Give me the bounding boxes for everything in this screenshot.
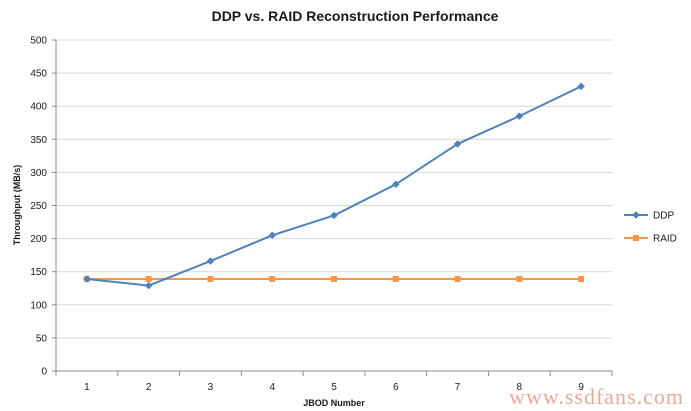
legend: DDP RAID <box>624 211 677 245</box>
x-tick-label: 9 <box>578 382 584 393</box>
y-tick-label: 400 <box>30 102 47 113</box>
x-tick-label: 4 <box>269 382 275 393</box>
y-tick-label: 100 <box>30 300 47 311</box>
y-tick-label: 350 <box>30 135 47 146</box>
raid-point <box>331 275 337 282</box>
y-tick-label: 150 <box>30 267 47 278</box>
y-tick-label: 300 <box>30 168 47 179</box>
y-tick-label: 450 <box>30 69 47 80</box>
x-tick-label: 1 <box>84 382 90 393</box>
ddp-point <box>453 140 462 148</box>
legend-label-raid: RAID <box>653 234 677 245</box>
legend-item-raid: RAID <box>624 234 677 245</box>
ddp-point <box>391 180 400 189</box>
ddp-point <box>330 211 338 220</box>
legend-marker-raid <box>633 235 639 241</box>
y-tick-label: 250 <box>30 201 47 212</box>
raid-point <box>578 275 585 282</box>
y-tick-label: 50 <box>36 333 48 344</box>
legend-label-ddp: DDP <box>653 211 674 222</box>
series-layer <box>83 82 585 290</box>
legend-item-ddp: DDP <box>624 211 674 222</box>
gridlines <box>56 39 612 339</box>
axes: 0 50 100 150 200 250 300 350 400 450 500 1 2 3 4 5 6 7 8 9 <box>30 36 613 393</box>
y-tick-label: 200 <box>30 234 47 245</box>
ddp-point <box>515 112 524 120</box>
ddp-point <box>577 82 585 91</box>
x-tick-label: 5 <box>331 382 337 393</box>
x-tick-label: 6 <box>393 382 399 393</box>
x-tick-label: 2 <box>146 382 152 393</box>
ddp-point <box>144 281 153 290</box>
ddp-point <box>206 257 215 265</box>
x-tick-label: 3 <box>208 382 214 393</box>
raid-point <box>516 275 523 282</box>
raid-point <box>392 275 399 282</box>
raid-point <box>145 275 152 282</box>
x-axis-label: JBOD Number <box>303 398 365 408</box>
legend-marker-ddp <box>632 211 640 219</box>
x-tick-label: 7 <box>455 382 461 393</box>
watermark-text: www.ssdfans.com <box>509 384 684 409</box>
raid-point <box>207 275 214 282</box>
series-ddp <box>83 82 585 290</box>
y-axis-label: Throughput (MB/s) <box>12 165 22 245</box>
ddp-point <box>83 275 91 283</box>
y-tick-label: 0 <box>41 367 47 378</box>
ddp-line <box>86 85 582 287</box>
raid-point <box>269 275 276 282</box>
y-tick-label: 500 <box>30 36 47 47</box>
x-tick-label: 8 <box>517 382 523 393</box>
raid-point <box>454 275 461 282</box>
chart-title: DDP vs. RAID Reconstruction Performance <box>212 8 499 24</box>
ddp-point <box>268 231 277 240</box>
